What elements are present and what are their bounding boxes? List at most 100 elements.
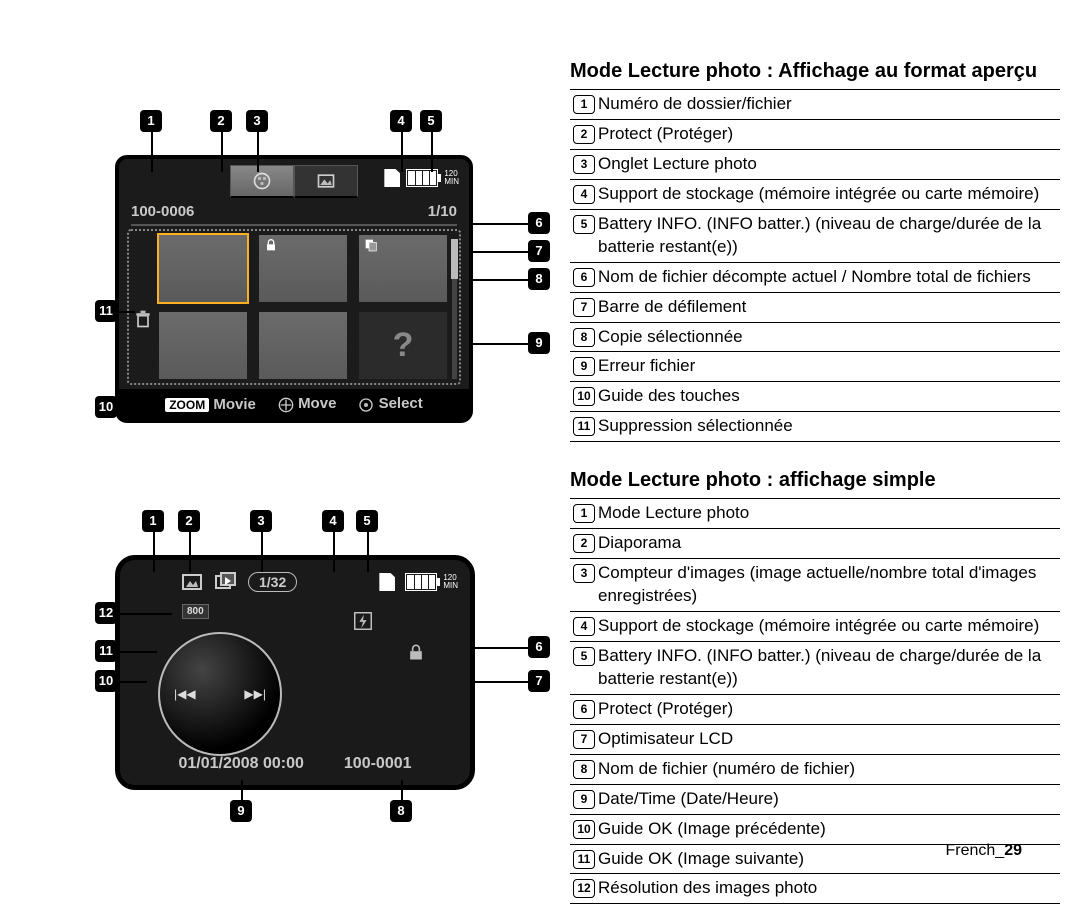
page-footer: French_29 xyxy=(946,842,1023,860)
legend-number: 11 xyxy=(570,850,598,869)
legend-text: Guide OK (Image précédente) xyxy=(598,818,1060,841)
legend-item: 5Battery INFO. (INFO batter.) (niveau de… xyxy=(570,213,1060,259)
callout-chip: 4 xyxy=(390,110,412,132)
thumbnail[interactable] xyxy=(259,235,347,302)
legend-text: Support de stockage (mémoire intégrée ou… xyxy=(598,615,1060,638)
top-status-bar: 120MIN xyxy=(384,169,459,187)
thumbnail-grid: ? xyxy=(159,235,447,379)
leader-line xyxy=(470,251,528,253)
legend-item: 10Guide OK (Image précédente) xyxy=(570,818,1060,841)
legend-text: Numéro de dossier/fichier xyxy=(598,93,1060,116)
leader-line xyxy=(117,681,147,683)
legend-number: 10 xyxy=(570,387,598,406)
callout-chip: 2 xyxy=(210,110,232,132)
folder-number: 100-0006 xyxy=(131,203,194,220)
callout-chip: 3 xyxy=(246,110,268,132)
legend-text: Nom de fichier (numéro de fichier) xyxy=(598,758,1060,781)
leader-line xyxy=(401,132,403,172)
legend-item: 2Diaporama xyxy=(570,532,1060,555)
folder-counter-line: 100-0006 1/10 xyxy=(131,203,457,226)
left-icon-column xyxy=(133,269,155,369)
legend-text: Date/Time (Date/Heure) xyxy=(598,788,1060,811)
legend-item: 3Compteur d'images (image actuelle/nombr… xyxy=(570,562,1060,608)
leader-line xyxy=(153,532,155,572)
leader-line xyxy=(117,407,135,409)
legend-text: Nom de fichier décompte actuel / Nombre … xyxy=(598,266,1060,289)
bottom-info-line: 01/01/2008 00:00 100-0001 xyxy=(120,755,470,773)
leader-line xyxy=(261,532,263,572)
legend-item: 4Support de stockage (mémoire intégrée o… xyxy=(570,615,1060,638)
copy-icon xyxy=(363,237,379,253)
legend-number: 3 xyxy=(570,155,598,174)
legend-item: 2Protect (Protéger) xyxy=(570,123,1060,146)
callout-chip: 2 xyxy=(178,510,200,532)
leader-line xyxy=(241,780,243,800)
single-playback-screen: 1/32 120MIN 800 |◀◀ ▶▶| 01/01/2008 00:00… xyxy=(115,555,475,790)
legend-number: 3 xyxy=(570,564,598,583)
leader-line xyxy=(221,132,223,172)
section1-title: Mode Lecture photo : Affichage au format… xyxy=(570,60,1060,83)
leader-line xyxy=(401,780,403,800)
callout-chip: 9 xyxy=(528,332,550,354)
legend-text: Mode Lecture photo xyxy=(598,502,1060,525)
legend-number: 5 xyxy=(570,647,598,666)
legend-item: 12Résolution des images photo xyxy=(570,877,1060,900)
legend-item: 9Date/Time (Date/Heure) xyxy=(570,788,1060,811)
thumbnail-error[interactable]: ? xyxy=(359,312,447,379)
file-counter: 1/10 xyxy=(428,203,457,220)
legend-item: 6Protect (Protéger) xyxy=(570,698,1060,721)
legend-item: 3Onglet Lecture photo xyxy=(570,153,1060,176)
legend-number: 7 xyxy=(570,298,598,317)
storage-icon xyxy=(384,169,400,187)
callout-chip: 11 xyxy=(95,640,117,662)
legend-number: 7 xyxy=(570,730,598,749)
legend-number: 9 xyxy=(570,790,598,809)
legend-number: 9 xyxy=(570,357,598,376)
lock-icon xyxy=(263,237,279,253)
datetime-label: 01/01/2008 00:00 xyxy=(178,755,303,773)
legend-number: 6 xyxy=(570,700,598,719)
tab-movie[interactable] xyxy=(230,165,294,198)
legend-item: 7Optimisateur LCD xyxy=(570,728,1060,751)
legend-list-1: 1Numéro de dossier/fichier 2Protect (Prot… xyxy=(570,93,1060,442)
legend-text: Compteur d'images (image actuelle/nombre… xyxy=(598,562,1060,608)
slideshow-icon[interactable] xyxy=(214,570,238,594)
zoom-badge: ZOOM xyxy=(165,398,209,412)
legend-number: 11 xyxy=(570,417,598,436)
legend-number: 12 xyxy=(570,879,598,898)
callout-chip: 6 xyxy=(528,212,550,234)
scroll-bar[interactable] xyxy=(452,239,457,379)
legend-text: Support de stockage (mémoire intégrée ou… xyxy=(598,183,1060,206)
legend-item: 5Battery INFO. (INFO batter.) (niveau de… xyxy=(570,645,1060,691)
leader-line xyxy=(470,223,528,225)
leader-line xyxy=(470,681,528,683)
callout-chip: 1 xyxy=(142,510,164,532)
battery-icon: 120MIN xyxy=(406,169,459,187)
thumbnail[interactable] xyxy=(159,312,247,379)
legend-number: 4 xyxy=(570,617,598,636)
jog-dial[interactable]: |◀◀ ▶▶| xyxy=(158,632,282,756)
legend-item: 8Nom de fichier (numéro de fichier) xyxy=(570,758,1060,781)
legend-item: 1Mode Lecture photo xyxy=(570,502,1060,525)
thumbnail[interactable] xyxy=(359,235,447,302)
next-image-guide[interactable]: ▶▶| xyxy=(244,687,266,701)
thumbnail[interactable] xyxy=(259,312,347,379)
legend-column: Mode Lecture photo : Affichage au format… xyxy=(570,60,1060,907)
legend-number: 1 xyxy=(570,95,598,114)
legend-text: Protect (Protéger) xyxy=(598,123,1060,146)
callout-chip: 10 xyxy=(95,396,117,418)
legend-text: Battery INFO. (INFO batter.) (niveau de … xyxy=(598,213,1060,259)
divider xyxy=(570,89,1060,90)
legend-number: 5 xyxy=(570,215,598,234)
thumbnail[interactable] xyxy=(159,235,247,302)
key-guide-bar: ZOOM Movie Move Select xyxy=(119,389,469,419)
prev-image-guide[interactable]: |◀◀ xyxy=(174,687,196,701)
leader-line xyxy=(431,132,433,172)
callout-chip: 8 xyxy=(528,268,550,290)
legend-text: Optimisateur LCD xyxy=(598,728,1060,751)
image-counter: 1/32 xyxy=(248,572,297,592)
legend-item: 7Barre de défilement xyxy=(570,296,1060,319)
divider xyxy=(570,498,1060,499)
legend-text: Battery INFO. (INFO batter.) (niveau de … xyxy=(598,645,1060,691)
tab-photo[interactable] xyxy=(294,165,358,198)
